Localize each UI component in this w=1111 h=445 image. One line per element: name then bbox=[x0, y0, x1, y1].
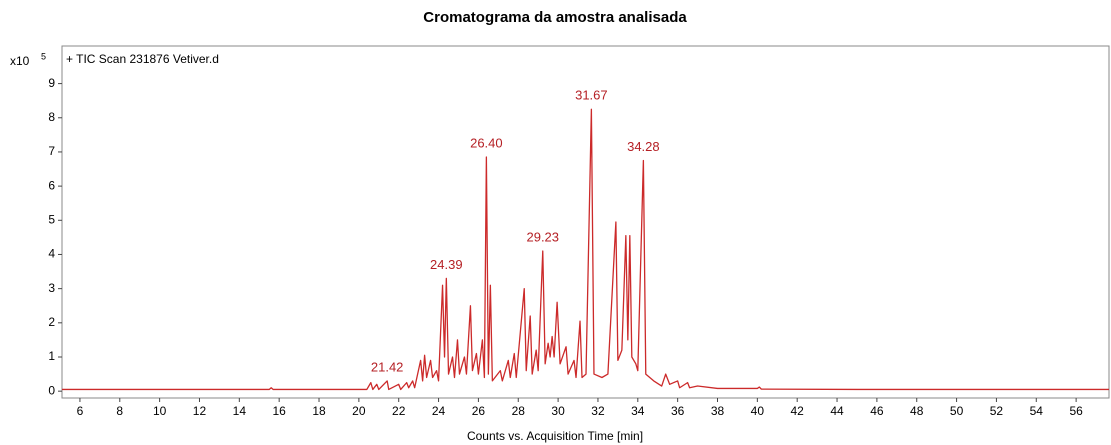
y-tick-label: 6 bbox=[48, 178, 55, 192]
x-tick-label: 48 bbox=[910, 404, 924, 418]
x-tick-label: 22 bbox=[392, 404, 406, 418]
y-tick-label: 3 bbox=[48, 281, 55, 295]
x-tick-label: 54 bbox=[1030, 404, 1044, 418]
peak-label: 31.67 bbox=[575, 88, 608, 103]
peak-label: 29.23 bbox=[526, 229, 559, 244]
x-tick-label: 36 bbox=[671, 404, 685, 418]
x-tick-label: 40 bbox=[751, 404, 765, 418]
x-tick-label: 42 bbox=[791, 404, 805, 418]
peak-label: 24.39 bbox=[430, 257, 463, 272]
x-tick-label: 50 bbox=[950, 404, 964, 418]
x-tick-label: 56 bbox=[1069, 404, 1083, 418]
plot-frame bbox=[61, 45, 1110, 399]
series-label: + TIC Scan 231876 Vetiver.d bbox=[66, 52, 219, 66]
x-tick-label: 44 bbox=[830, 404, 844, 418]
y-multiplier: x10 bbox=[10, 54, 30, 68]
x-tick-label: 28 bbox=[512, 404, 526, 418]
y-tick-label: 9 bbox=[48, 76, 55, 90]
x-tick-label: 14 bbox=[233, 404, 247, 418]
y-tick-label: 4 bbox=[48, 247, 55, 261]
x-tick-label: 10 bbox=[153, 404, 167, 418]
peak-label: 21.42 bbox=[371, 359, 404, 374]
chart-title: Cromatograma da amostra analisada bbox=[423, 9, 687, 26]
y-tick-label: 7 bbox=[48, 144, 55, 158]
y-multiplier-exponent: 5 bbox=[41, 51, 46, 61]
x-tick-label: 24 bbox=[432, 404, 446, 418]
x-tick-label: 16 bbox=[272, 404, 286, 418]
x-tick-label: 30 bbox=[551, 404, 565, 418]
y-tick-label: 1 bbox=[48, 349, 55, 363]
x-tick-label: 18 bbox=[312, 404, 326, 418]
x-tick-label: 6 bbox=[77, 404, 84, 418]
x-tick-label: 34 bbox=[631, 404, 645, 418]
y-tick-label: 0 bbox=[48, 383, 55, 397]
y-tick-label: 8 bbox=[48, 110, 55, 124]
peak-label: 34.28 bbox=[627, 139, 660, 154]
x-tick-label: 46 bbox=[870, 404, 884, 418]
x-tick-label: 52 bbox=[990, 404, 1004, 418]
trace-line bbox=[62, 108, 1109, 391]
x-tick-label: 12 bbox=[193, 404, 207, 418]
y-tick-label: 5 bbox=[48, 212, 55, 226]
y-tick-label: 2 bbox=[48, 315, 55, 329]
x-tick-label: 8 bbox=[116, 404, 123, 418]
peak-label: 26.40 bbox=[470, 136, 503, 151]
x-axis-label: Counts vs. Acquisition Time [min] bbox=[467, 429, 643, 443]
x-tick-label: 26 bbox=[472, 404, 486, 418]
x-tick-label: 32 bbox=[591, 404, 605, 418]
x-tick-label: 20 bbox=[352, 404, 366, 418]
x-tick-label: 38 bbox=[711, 404, 725, 418]
